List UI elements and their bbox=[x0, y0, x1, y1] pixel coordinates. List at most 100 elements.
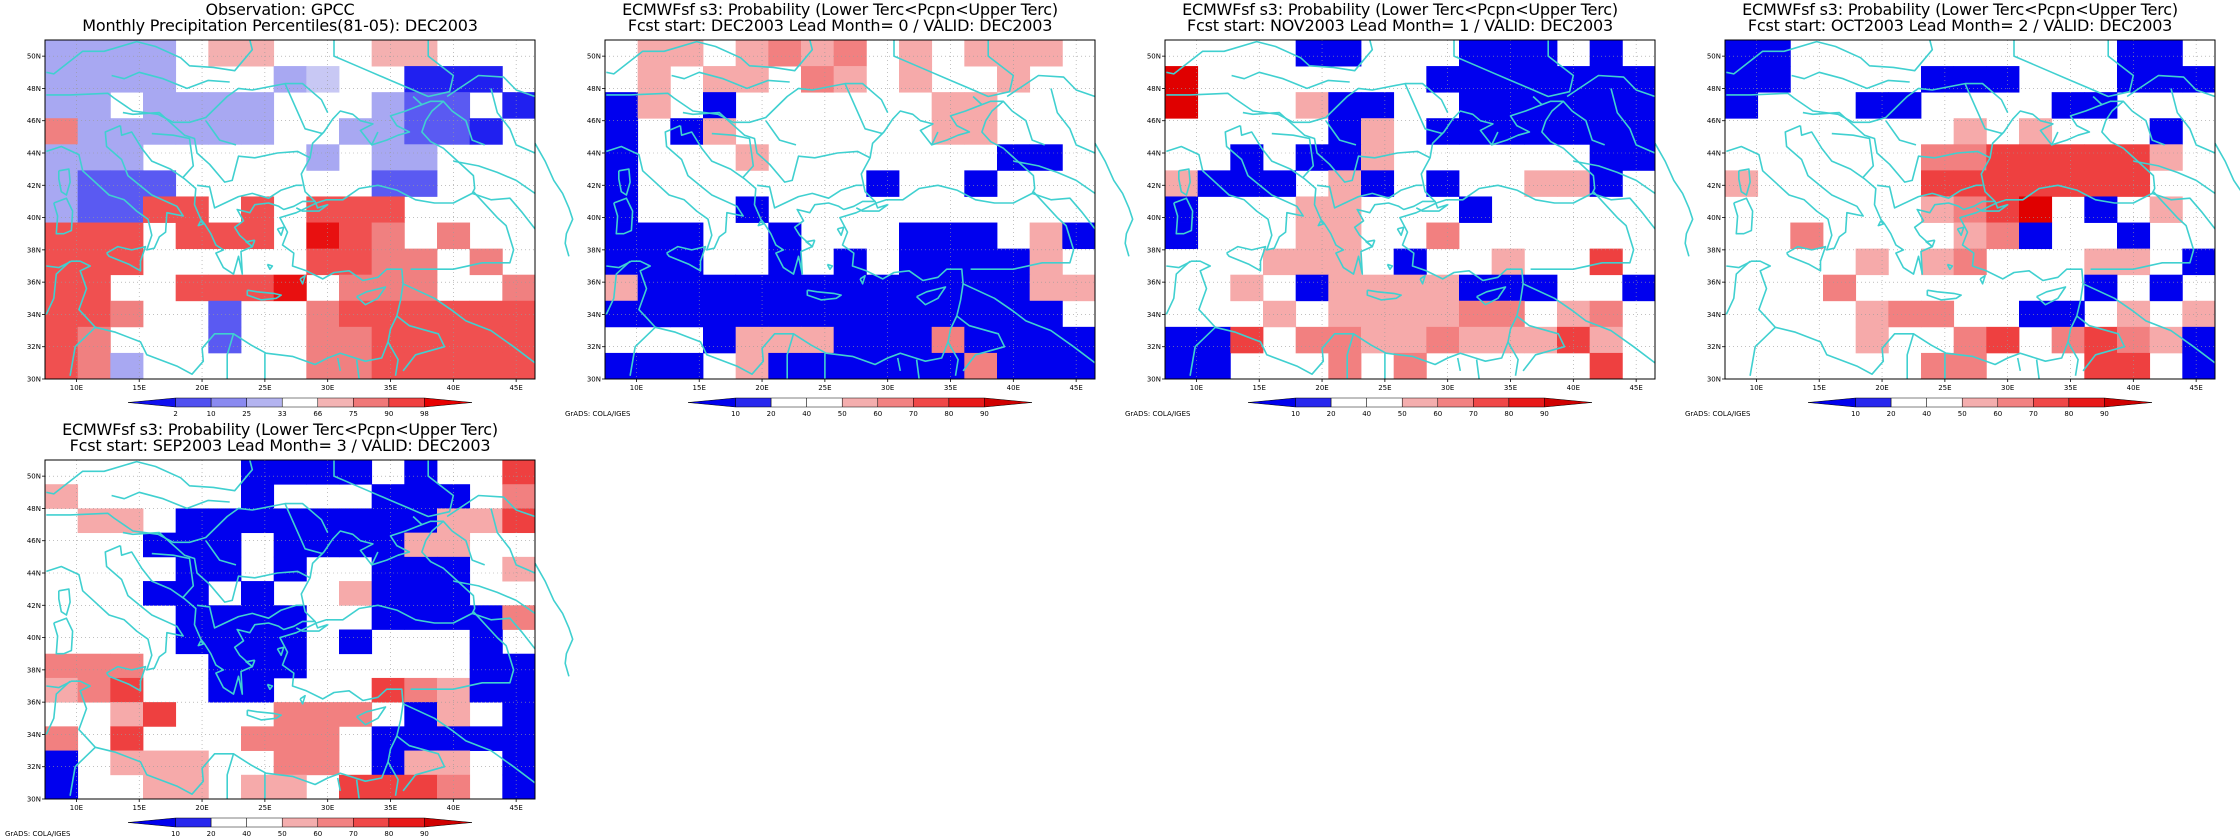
coastline bbox=[122, 111, 311, 183]
plot-frame bbox=[604, 39, 1096, 380]
coastline bbox=[2067, 341, 2079, 376]
grid-cell bbox=[208, 300, 242, 328]
coastline bbox=[1166, 124, 1304, 251]
colorbar-label: 50 bbox=[1398, 410, 1407, 418]
grid-cell bbox=[77, 40, 111, 67]
coastline bbox=[2214, 142, 2240, 191]
grid-cell bbox=[735, 196, 769, 223]
grid-cell bbox=[964, 248, 998, 276]
grid-cell bbox=[371, 222, 405, 250]
grid-cell bbox=[175, 532, 209, 558]
grid-cell bbox=[469, 508, 503, 534]
grid-cell bbox=[404, 248, 438, 276]
grid-cell bbox=[1230, 326, 1264, 354]
grid-cell bbox=[437, 222, 471, 250]
coastline bbox=[947, 341, 959, 376]
colorbar-swatch bbox=[281, 397, 319, 408]
grid-cell bbox=[1589, 118, 1623, 145]
coastline bbox=[1507, 341, 1519, 376]
map-plot: 10E 15E 20E 25E 30E 35E 40E 45E 30N 32N 34N 36N 38N 4… bbox=[27, 459, 574, 838]
coastline bbox=[1178, 168, 1191, 196]
lat-tick-label: 40N bbox=[587, 214, 601, 222]
grid-cell bbox=[404, 144, 438, 171]
lat-tick-label: 50N bbox=[27, 53, 41, 61]
grid-cell bbox=[1426, 222, 1460, 250]
grid-cell bbox=[899, 300, 933, 328]
colorbar-label: 40 bbox=[802, 410, 811, 418]
grid-cell bbox=[1725, 170, 1759, 197]
coastline bbox=[1173, 197, 1194, 235]
colorbar-swatch bbox=[948, 397, 985, 408]
grid-cell bbox=[1524, 170, 1558, 197]
coastline bbox=[402, 703, 536, 784]
grid-cell bbox=[1953, 248, 1987, 276]
coastline bbox=[1956, 226, 1965, 237]
grid-cell bbox=[404, 352, 438, 380]
coastline bbox=[276, 226, 285, 237]
grid-cell bbox=[1921, 196, 1955, 223]
colorbar-label: 10 bbox=[731, 410, 740, 418]
grid-cell bbox=[45, 118, 79, 145]
coastline bbox=[355, 359, 360, 380]
grid-cell bbox=[1459, 326, 1493, 354]
grid-cell bbox=[273, 774, 307, 800]
grid-cell bbox=[1295, 92, 1329, 119]
grid-cell bbox=[997, 300, 1031, 328]
lat-tick-label: 46N bbox=[1147, 117, 1161, 125]
coastline bbox=[970, 191, 1075, 270]
grid-cell bbox=[1230, 144, 1264, 171]
coastline bbox=[122, 531, 311, 603]
grid-cell bbox=[143, 702, 177, 727]
credit-label: GrADS: COLA/IGES bbox=[5, 830, 71, 838]
lon-tick-label: 10E bbox=[1190, 384, 1203, 392]
grid-cell bbox=[339, 702, 373, 727]
coastline bbox=[2170, 88, 2216, 154]
grid-cell bbox=[110, 300, 144, 328]
lon-tick-label: 45E bbox=[2189, 384, 2202, 392]
lon-tick-label: 20E bbox=[195, 804, 208, 812]
panel-title: ECMWFsf s3: Probability (Lower Terc<Pcpn… bbox=[622, 0, 1058, 19]
coastline bbox=[1610, 88, 1656, 154]
coastline bbox=[336, 777, 342, 792]
grid-cell bbox=[1393, 352, 1427, 380]
grid-cell bbox=[371, 556, 405, 582]
grid-cell bbox=[110, 118, 144, 145]
colorbar-swatch bbox=[1295, 397, 1332, 408]
coastline bbox=[226, 753, 235, 799]
colorbar-swatch bbox=[1437, 397, 1474, 408]
coastline bbox=[196, 184, 303, 209]
grid-cell bbox=[77, 352, 111, 380]
coastline bbox=[1975, 201, 2009, 212]
colorbar-swatch bbox=[770, 397, 807, 408]
plot-frame bbox=[44, 39, 536, 380]
colorbar-label: 75 bbox=[349, 410, 358, 418]
coastline bbox=[765, 120, 797, 146]
grid-cell bbox=[670, 118, 704, 145]
grid-cell bbox=[2019, 300, 2053, 328]
coastline bbox=[387, 761, 399, 796]
grid-cell bbox=[899, 222, 933, 250]
coastline bbox=[2092, 95, 2103, 106]
grid-cell bbox=[143, 774, 177, 800]
lon-tick-label: 10E bbox=[630, 384, 643, 392]
grid-cell bbox=[605, 222, 639, 250]
colorbar-swatch bbox=[913, 397, 950, 408]
coastline bbox=[276, 646, 285, 657]
colorbar-label: 20 bbox=[207, 830, 216, 838]
coastline bbox=[1396, 226, 1405, 237]
grid-cell bbox=[1361, 92, 1395, 119]
grid-cell bbox=[833, 352, 867, 380]
grid-cell bbox=[2182, 66, 2216, 93]
coastline bbox=[2126, 74, 2216, 98]
grid-cell bbox=[404, 581, 438, 606]
grid-cell bbox=[2149, 274, 2183, 302]
grid-cell bbox=[241, 40, 275, 67]
lon-tick-label: 40E bbox=[447, 804, 460, 812]
grid-cell bbox=[241, 222, 275, 250]
grid-cell bbox=[306, 66, 340, 93]
colorbar-label: 70 bbox=[909, 410, 918, 418]
grid-cell bbox=[801, 352, 835, 380]
grid-cell bbox=[1393, 300, 1427, 328]
coastline bbox=[613, 197, 634, 235]
lat-tick-label: 44N bbox=[1147, 150, 1161, 158]
